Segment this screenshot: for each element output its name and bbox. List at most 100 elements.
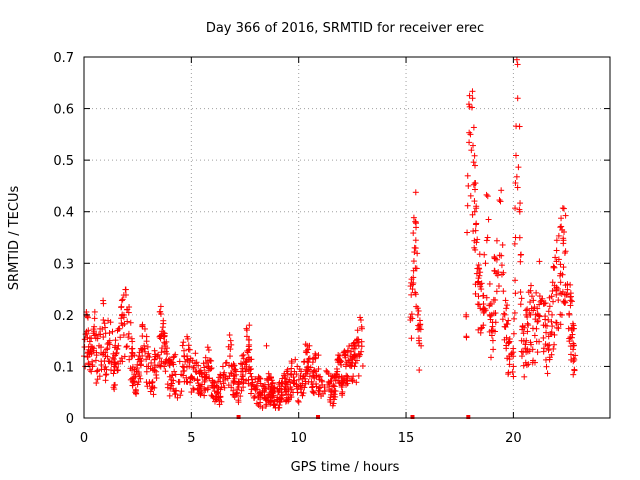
data-layer [81,56,579,419]
data-point [469,88,476,95]
data-point [104,345,111,352]
data-point [93,349,100,356]
data-point [239,352,246,359]
data-point [518,353,525,360]
data-point [472,186,479,193]
data-point [235,384,242,391]
data-point [151,347,158,354]
data-point [282,384,289,391]
data-point [330,400,337,407]
data-point [274,394,281,401]
data-point [115,342,122,349]
data-point [488,332,495,339]
data-point [304,358,311,365]
data-point [339,388,346,395]
data-point [110,370,117,377]
data-point [312,368,319,375]
data-point [291,377,298,384]
data-point [231,367,238,374]
data-point [471,244,478,251]
data-point [185,342,192,349]
data-point [201,373,208,380]
data-point [295,376,302,383]
data-point [184,353,191,360]
data-point [350,373,357,380]
data-point [283,388,290,395]
data-point [313,380,320,387]
data-point [261,394,268,401]
data-point [276,379,283,386]
data-point [221,384,228,391]
data-point [143,368,150,375]
data-point [302,349,309,356]
data-point [134,361,141,368]
data-point [96,342,103,349]
data-point [90,345,97,352]
data-point [282,398,289,405]
data-point [128,353,135,360]
data-point [99,326,106,333]
data-point [149,378,156,385]
data-point [465,182,472,189]
data-point [300,372,307,379]
data-point [202,387,209,394]
data-point [317,373,324,380]
data-point [226,332,233,339]
data-point [325,378,332,385]
data-point [549,323,556,330]
data-point [315,365,322,372]
data-point [269,389,276,396]
data-point [570,325,577,332]
data-point [488,354,495,361]
data-point [153,375,160,382]
data-point [525,322,532,329]
data-point [250,394,257,401]
data-point [170,354,177,361]
data-point [257,396,264,403]
data-point [527,311,534,318]
data-point [330,382,337,389]
data-point [532,316,539,323]
data-point [106,337,113,344]
data-point [357,317,364,324]
data-point [217,372,224,379]
data-point [489,319,496,326]
data-point [164,381,171,388]
data-point [251,393,258,400]
data-point [531,332,538,339]
data-point [553,247,560,254]
data-point [528,293,535,300]
data-point [355,342,362,349]
data-point [174,394,181,401]
data-point [279,380,286,387]
data-point [283,368,290,375]
data-point [543,363,550,370]
data-point [254,378,261,385]
data-point [477,305,484,312]
data-point [345,357,352,364]
data-point [555,325,562,332]
data-point [549,288,556,295]
data-point [513,56,520,63]
data-point [85,343,92,350]
data-point [469,142,476,149]
data-point [228,341,235,348]
data-point [498,187,505,194]
data-point [506,361,513,368]
data-point [351,345,358,352]
data-point [475,293,482,300]
data-point [412,237,419,244]
data-point [549,279,556,286]
data-point [346,343,353,350]
data-point [512,234,519,241]
data-point [472,162,479,169]
data-point [276,385,283,392]
data-point [158,349,165,356]
data-point [180,347,187,354]
data-point [540,348,547,355]
x-tick-label: 20 [505,431,522,446]
data-point [537,298,544,305]
data-point [346,362,353,369]
data-point [524,328,531,335]
